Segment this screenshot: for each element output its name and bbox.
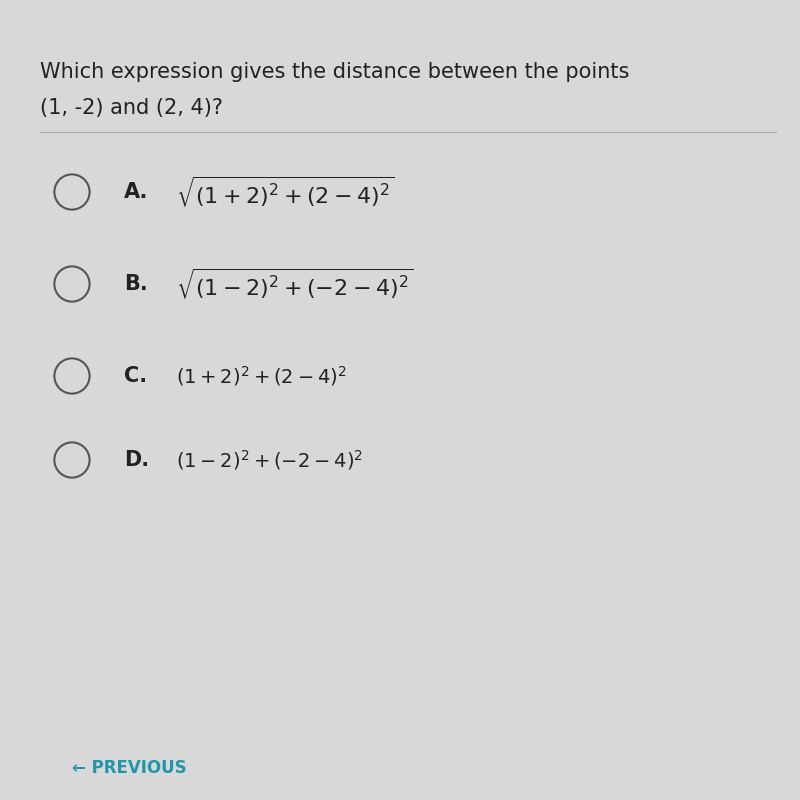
Text: ← PREVIOUS: ← PREVIOUS <box>72 759 186 777</box>
Text: $\sqrt{(1+2)^{2}+(2-4)^{2}}$: $\sqrt{(1+2)^{2}+(2-4)^{2}}$ <box>176 174 394 210</box>
Text: (1, -2) and (2, 4)?: (1, -2) and (2, 4)? <box>40 98 223 118</box>
Text: $\sqrt{(1-2)^{2}+(-2-4)^{2}}$: $\sqrt{(1-2)^{2}+(-2-4)^{2}}$ <box>176 266 414 302</box>
Text: Which expression gives the distance between the points: Which expression gives the distance betw… <box>40 62 630 82</box>
Text: D.: D. <box>124 450 149 470</box>
Text: C.: C. <box>124 366 147 386</box>
Text: $(1+2)^{2}+(2-4)^{2}$: $(1+2)^{2}+(2-4)^{2}$ <box>176 364 346 388</box>
Text: B.: B. <box>124 274 148 294</box>
Text: A.: A. <box>124 182 148 202</box>
Text: $(1-2)^{2}+(-2-4)^{2}$: $(1-2)^{2}+(-2-4)^{2}$ <box>176 448 363 472</box>
